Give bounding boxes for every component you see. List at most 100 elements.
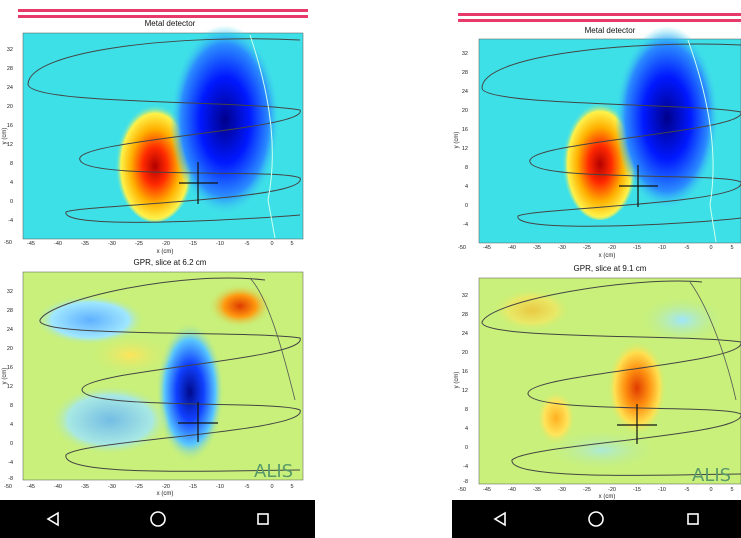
top-plot-ylabel: y (cm) (454, 132, 460, 149)
top-plot-title: Metal detector (585, 26, 636, 35)
svg-text:-10: -10 (216, 484, 224, 490)
svg-text:-8: -8 (463, 479, 468, 485)
home-circle-icon (588, 511, 605, 527)
svg-text:-4: -4 (8, 460, 13, 466)
svg-text:20: 20 (462, 350, 468, 356)
svg-text:-40: -40 (508, 245, 516, 251)
svg-text:-15: -15 (633, 245, 641, 251)
svg-text:32: 32 (7, 47, 13, 53)
svg-text:-20: -20 (162, 484, 170, 490)
svg-text:4: 4 (465, 184, 468, 190)
recents-square-icon (256, 513, 269, 525)
metal-detector-plot (22, 25, 304, 240)
top-plot-xticks: -45 -40 -35 -30 -25 -20 -15 -10 -5 0 5 (483, 245, 734, 251)
svg-text:-4: -4 (463, 222, 468, 228)
header-line-bottom (458, 19, 741, 22)
svg-text:-15: -15 (189, 241, 197, 247)
home-button[interactable] (138, 504, 178, 534)
back-button[interactable] (480, 504, 520, 534)
svg-text:-10: -10 (216, 241, 224, 247)
svg-text:28: 28 (462, 312, 468, 318)
svg-text:20: 20 (7, 104, 13, 110)
svg-text:8: 8 (465, 165, 468, 171)
top-plot-xlabel: x (cm) (157, 249, 174, 255)
svg-text:4: 4 (10, 422, 13, 428)
svg-text:-8: -8 (8, 476, 13, 482)
svg-text:28: 28 (7, 66, 13, 72)
header-line-top (18, 9, 308, 12)
svg-text:4: 4 (10, 180, 13, 186)
svg-text:32: 32 (462, 51, 468, 57)
top-plot-title: Metal detector (145, 19, 196, 28)
bottom-plot-ylabel: y (cm) (454, 372, 460, 389)
metal-detector-plot (478, 26, 741, 244)
svg-text:-35: -35 (81, 484, 89, 490)
top-plot-ylabel: y (cm) (2, 128, 8, 145)
alis-watermark: ALIS (692, 465, 731, 486)
svg-text:32: 32 (7, 289, 13, 295)
svg-text:-30: -30 (558, 245, 566, 251)
svg-text:-15: -15 (189, 484, 197, 490)
alis-watermark: ALIS (254, 461, 293, 482)
bottom-plot-ylabel: y (cm) (2, 368, 8, 385)
bottom-plot-title: GPR, slice at 6.2 cm (134, 258, 207, 267)
svg-text:16: 16 (7, 365, 13, 371)
svg-text:16: 16 (462, 369, 468, 375)
svg-text:32: 32 (462, 293, 468, 299)
svg-text:12: 12 (7, 142, 13, 148)
svg-text:16: 16 (7, 123, 13, 129)
android-navbar-left (0, 500, 315, 538)
back-button[interactable] (33, 504, 73, 534)
svg-text:-40: -40 (508, 487, 516, 493)
svg-text:8: 8 (465, 407, 468, 413)
back-triangle-icon (45, 511, 59, 527)
svg-text:-25: -25 (583, 245, 591, 251)
top-plot-xticks: -45 -40 -35 -30 -25 -20 -15 -10 -5 0 5 (27, 241, 294, 247)
svg-text:-20: -20 (162, 241, 170, 247)
svg-text:-25: -25 (583, 487, 591, 493)
svg-text:-15: -15 (633, 487, 641, 493)
phone-screen-right: Metal detector 32 28 24 20 16 12 8 4 0 -… (452, 0, 741, 538)
svg-text:20: 20 (7, 346, 13, 352)
svg-text:-35: -35 (533, 487, 541, 493)
svg-text:-25: -25 (135, 241, 143, 247)
header-line-top (458, 13, 741, 16)
svg-text:-20: -20 (608, 245, 616, 251)
gpr-plot: ALIS (22, 271, 304, 482)
bottom-plot-yticks: 32 28 24 20 16 12 8 4 0 -4 -8 -50 (458, 293, 468, 493)
svg-text:-5: -5 (685, 487, 690, 493)
phone-screen-left: Metal detector 32 28 24 20 16 12 8 4 0 -… (0, 0, 315, 538)
svg-text:-10: -10 (658, 245, 666, 251)
bottom-plot-xticks: -45 -40 -35 -30 -25 -20 -15 -10 -5 0 5 (483, 487, 734, 493)
svg-text:28: 28 (462, 70, 468, 76)
home-button[interactable] (576, 504, 616, 534)
recents-button[interactable] (673, 504, 713, 534)
bottom-plot-xlabel: x (cm) (157, 491, 174, 497)
svg-text:-35: -35 (81, 241, 89, 247)
svg-text:-50: -50 (4, 240, 12, 246)
svg-text:0: 0 (270, 241, 273, 247)
svg-text:-25: -25 (135, 484, 143, 490)
svg-text:-35: -35 (533, 245, 541, 251)
bottom-plot-yticks: 32 28 24 20 16 12 8 4 0 -4 -8 -50 (4, 289, 13, 490)
svg-text:8: 8 (10, 161, 13, 167)
svg-text:-20: -20 (608, 487, 616, 493)
svg-text:-4: -4 (463, 464, 468, 470)
svg-text:-40: -40 (54, 241, 62, 247)
svg-text:-10: -10 (658, 487, 666, 493)
svg-text:-45: -45 (27, 241, 35, 247)
svg-text:-40: -40 (54, 484, 62, 490)
svg-text:5: 5 (730, 245, 733, 251)
svg-text:12: 12 (7, 384, 13, 390)
top-plot-yticks: 32 28 24 20 16 12 8 4 0 -4 -50 (4, 47, 13, 246)
svg-text:12: 12 (462, 146, 468, 152)
top-plot-xlabel: x (cm) (599, 253, 616, 259)
svg-text:28: 28 (7, 308, 13, 314)
recents-button[interactable] (243, 504, 283, 534)
svg-text:24: 24 (462, 89, 468, 95)
svg-text:12: 12 (462, 388, 468, 394)
svg-text:-50: -50 (4, 484, 12, 490)
recents-square-icon (687, 513, 699, 525)
svg-text:0: 0 (465, 445, 468, 451)
svg-text:0: 0 (270, 484, 273, 490)
